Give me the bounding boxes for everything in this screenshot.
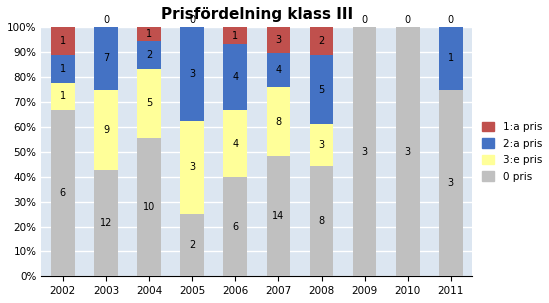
Text: 5: 5 [318,85,324,95]
Text: 0: 0 [405,15,411,25]
Bar [310,27,333,55]
Bar [137,27,161,41]
Bar [180,121,204,214]
Text: 1: 1 [60,36,66,46]
Bar [180,27,204,121]
Text: 3: 3 [276,35,282,45]
Bar [439,27,463,90]
Bar [180,214,204,276]
Bar [137,138,161,276]
Bar [137,41,161,69]
Text: 7: 7 [103,53,109,63]
Bar [51,27,75,55]
Text: 4: 4 [232,138,238,148]
Text: 12: 12 [100,218,112,228]
Text: 1: 1 [60,64,66,74]
Bar [310,124,333,166]
Text: 4: 4 [232,72,238,82]
Bar [223,110,247,177]
Bar [223,44,247,110]
Title: Prisfördelning klass III: Prisfördelning klass III [161,7,353,22]
Bar [396,27,419,276]
Bar [267,53,290,87]
Text: 1: 1 [448,53,454,63]
Bar [137,69,161,138]
Text: 5: 5 [146,98,152,108]
Bar [223,177,247,276]
Text: 3: 3 [318,140,324,150]
Bar [267,87,290,156]
Text: 0: 0 [189,15,195,25]
Text: 4: 4 [276,65,282,75]
Text: 2: 2 [146,50,152,60]
Text: 0: 0 [448,15,454,25]
Bar [94,27,118,90]
Text: 0: 0 [103,15,109,25]
Text: 3: 3 [362,147,368,157]
Bar [353,27,377,276]
Text: 3: 3 [405,147,411,157]
Bar [51,55,75,83]
Text: 10: 10 [143,202,155,212]
Text: 3: 3 [189,162,195,172]
Text: 3: 3 [189,69,195,79]
Text: 0: 0 [362,15,368,25]
Bar [310,166,333,276]
Text: 1: 1 [60,92,66,102]
Text: 6: 6 [60,188,66,198]
Bar [223,27,247,44]
Text: 8: 8 [276,117,282,127]
Text: 9: 9 [103,125,109,135]
Bar [51,110,75,276]
Text: 6: 6 [232,221,238,231]
Bar [439,90,463,276]
Text: 2: 2 [318,36,324,46]
Text: 3: 3 [448,178,454,188]
Text: 8: 8 [318,216,324,226]
Text: 1: 1 [232,31,238,41]
Bar [94,170,118,276]
Bar [267,27,290,53]
Bar [310,55,333,124]
Text: 1: 1 [146,29,152,39]
Text: 14: 14 [272,211,284,221]
Bar [267,156,290,276]
Bar [94,90,118,170]
Bar [51,83,75,110]
Legend: 1:a pris, 2:a pris, 3:e pris, 0 pris: 1:a pris, 2:a pris, 3:e pris, 0 pris [482,122,542,181]
Text: 2: 2 [189,240,195,250]
